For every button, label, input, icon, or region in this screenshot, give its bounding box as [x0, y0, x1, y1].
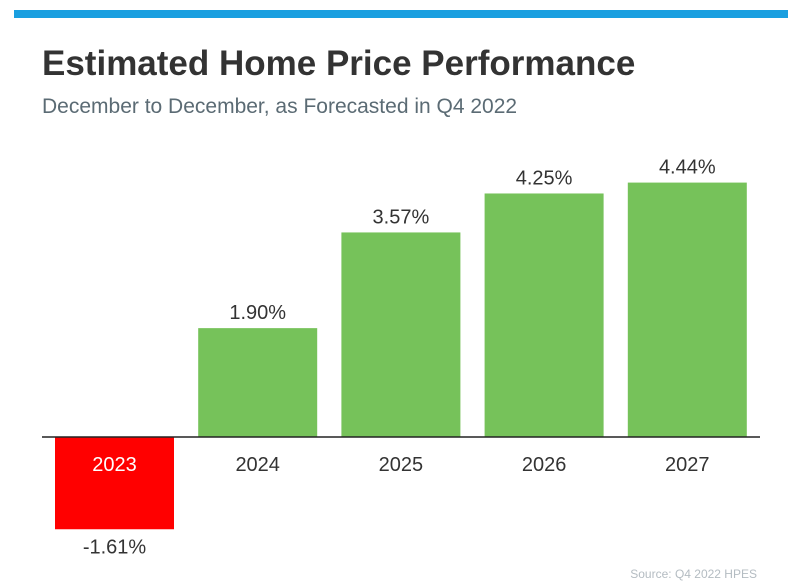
bar-2023 — [55, 437, 174, 530]
source-note: Source: Q4 2022 HPES — [630, 567, 757, 581]
bar-2026 — [484, 193, 604, 437]
value-label-2026: 4.25% — [516, 167, 573, 189]
bar-2027 — [627, 182, 747, 437]
category-label-2027: 2027 — [665, 454, 710, 476]
value-label-2025: 3.57% — [373, 206, 430, 228]
value-label-2023: -1.61% — [83, 536, 147, 558]
value-label-2027: 4.44% — [659, 157, 716, 179]
category-label-2023: 2023 — [92, 454, 137, 476]
chart-title: Estimated Home Price Performance — [42, 44, 636, 83]
value-label-2024: 1.90% — [229, 302, 286, 324]
bar-2024 — [198, 328, 318, 437]
bar-2025 — [341, 232, 461, 437]
category-label-2024: 2024 — [235, 454, 280, 476]
chart-subtitle: December to December, as Forecasted in Q… — [42, 95, 518, 118]
top-accent-bar — [14, 10, 788, 18]
category-label-2026: 2026 — [522, 454, 567, 476]
category-label-2025: 2025 — [379, 454, 424, 476]
